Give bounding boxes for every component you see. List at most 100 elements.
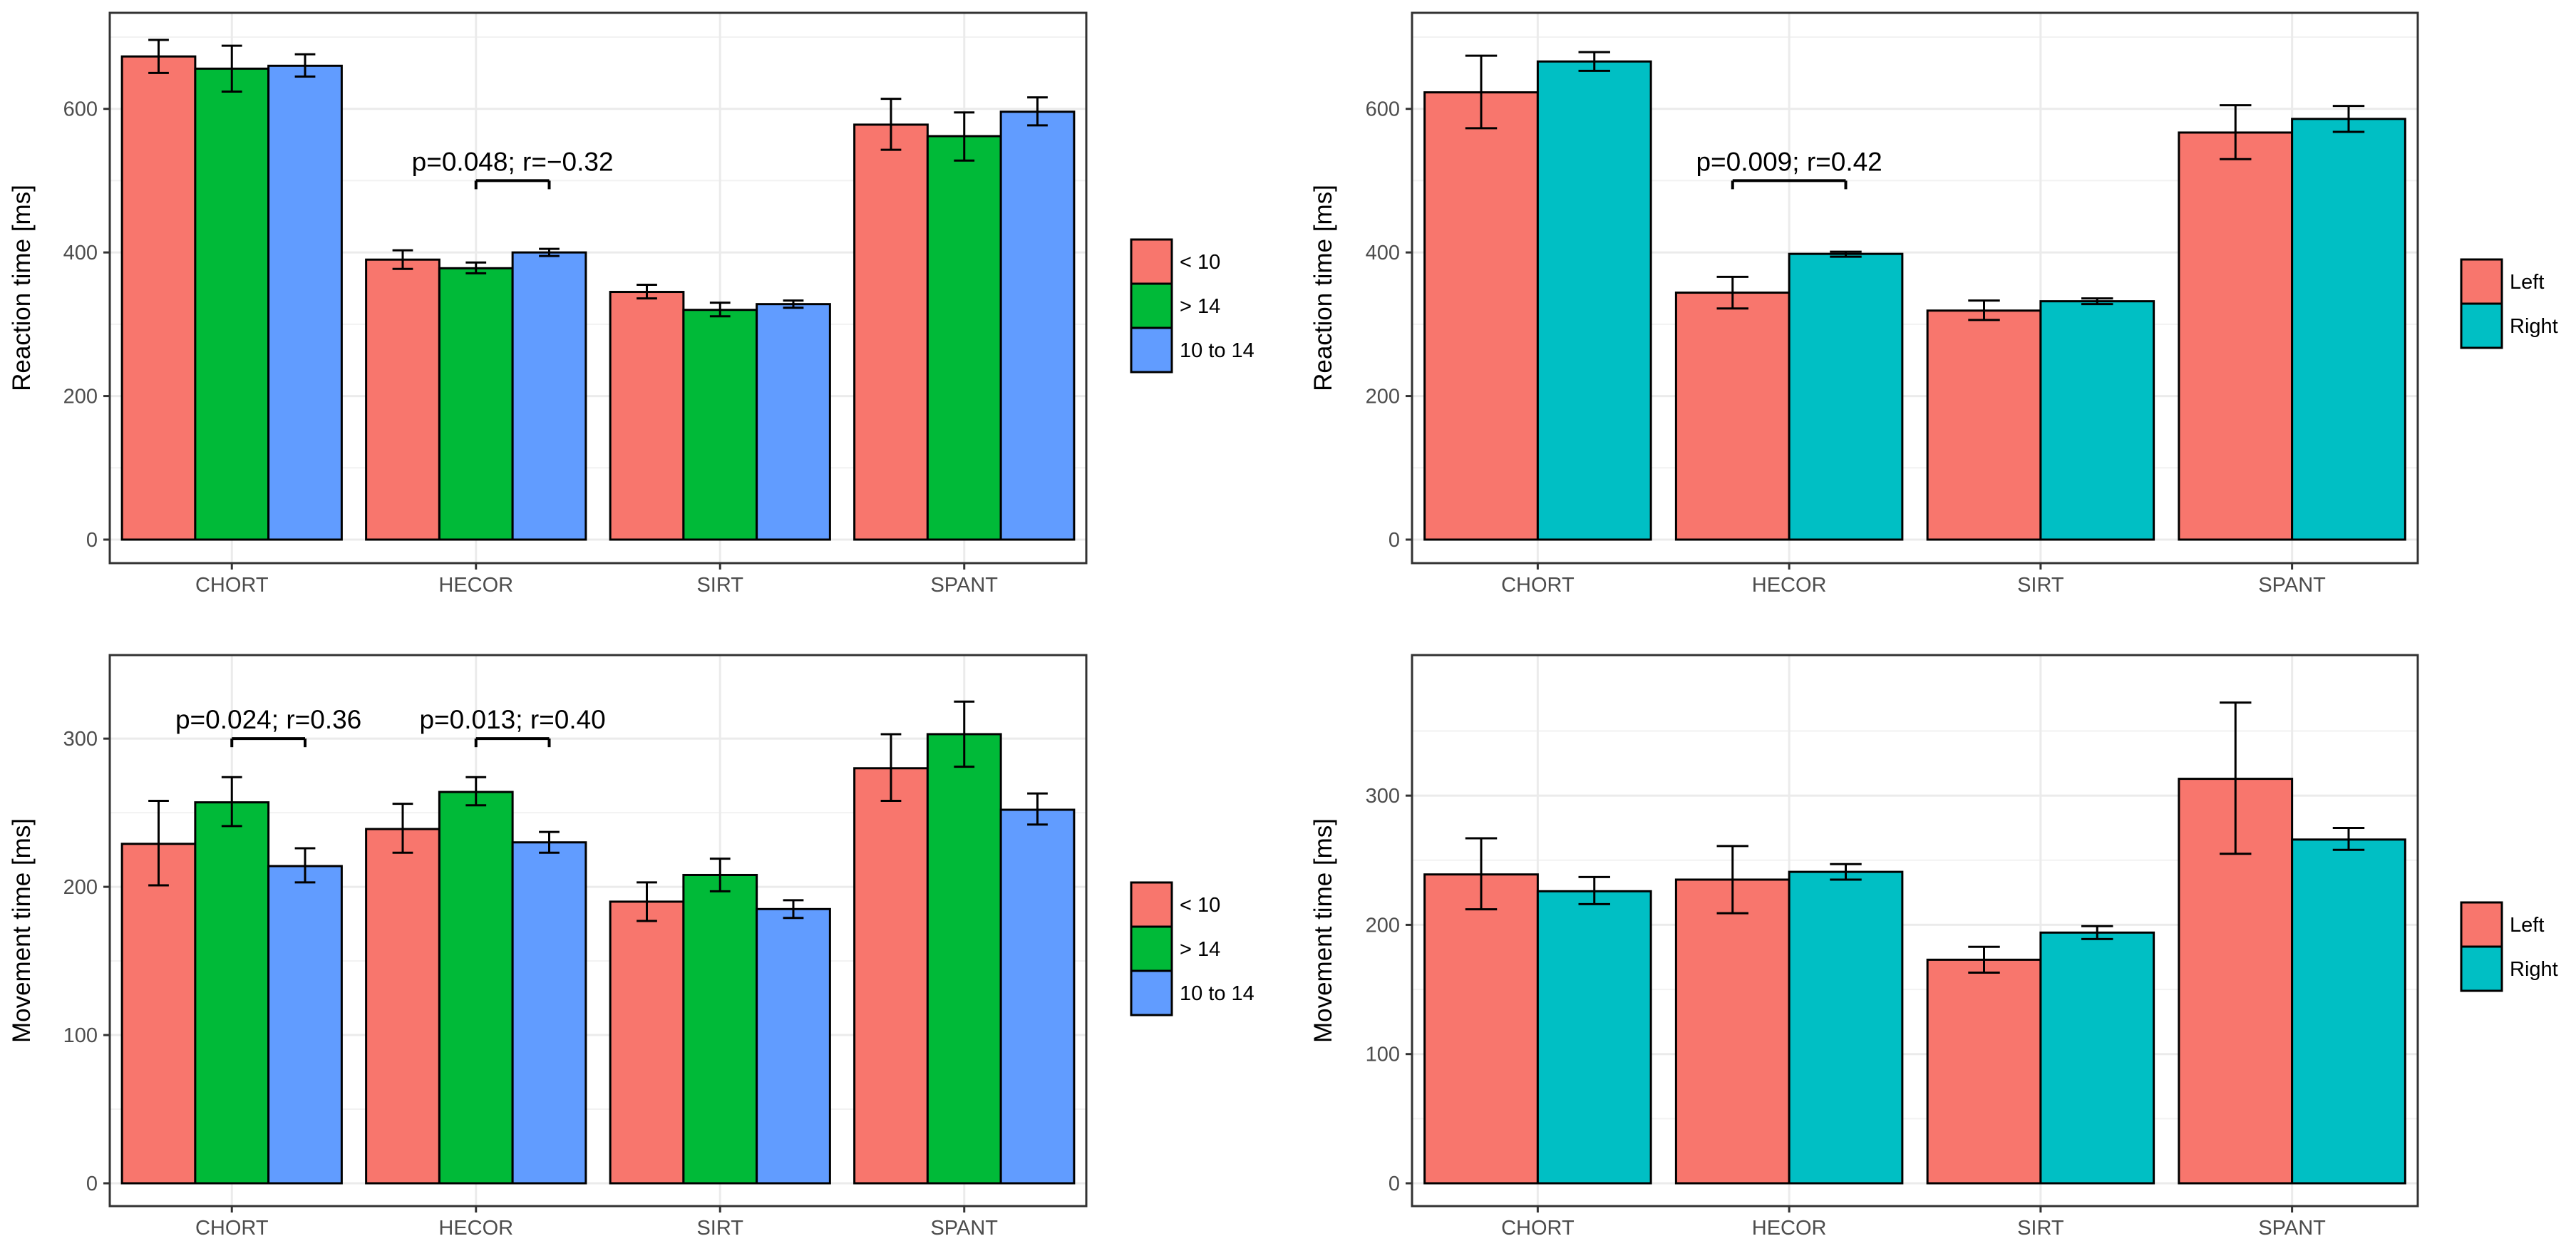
error-bar-chort-10-to-14: [294, 847, 316, 884]
annotation-label: p=0.024; r=0.36: [175, 705, 361, 734]
legend-key-left: [2460, 901, 2503, 948]
bar-sirt-14: [682, 309, 758, 541]
error-bar-sirt-left: [1968, 945, 2000, 974]
bar-hecor-right: [1788, 870, 1904, 1185]
error-bar-sirt-right: [2081, 297, 2113, 306]
bar-chort-14: [194, 801, 270, 1185]
y-tick-label: 600: [63, 98, 98, 121]
bar-chort-14: [194, 67, 270, 541]
legend-key-10-to-14: [1130, 326, 1173, 374]
y-tick-label: 0: [86, 1173, 98, 1195]
x-tick-label-sirt: SIRT: [696, 1217, 743, 1240]
error-bar-chort-10: [148, 38, 169, 74]
error-bar-sirt-10: [637, 283, 657, 300]
x-tick-label-chort: CHORT: [195, 1217, 269, 1240]
legend: < 10 > 14 10 to 14: [1130, 238, 1254, 374]
legend-key-right: [2460, 945, 2503, 992]
legend-label-10: < 10: [1180, 894, 1220, 917]
error-bar-chort-10-to-14: [294, 53, 316, 78]
chart-rt-hand: p=0.009; r=0.42 0 200 400 600 CHORT HECOR SIRT S…: [1309, 11, 2558, 597]
annotation-label: p=0.009; r=0.42: [1696, 147, 1882, 176]
bar-hecor-left: [1674, 878, 1791, 1185]
error-bar-chort-right: [1578, 875, 1610, 905]
bar-spant-10: [853, 767, 929, 1185]
panel-border: [108, 11, 1088, 565]
chart-rt-age: p=0.048; r=−0.32 0 200 400 600 CHORT HECOR SIRT…: [8, 11, 1254, 597]
y-tick-label: 200: [1366, 914, 1400, 937]
bar-sirt-10-to-14: [756, 303, 831, 541]
y-tick-label: 300: [1366, 785, 1400, 808]
annotation-label: p=0.048; r=−0.32: [412, 147, 614, 176]
bar-spant-10-to-14: [999, 110, 1076, 541]
error-bar-spant-14: [954, 700, 975, 768]
error-bar-spant-10: [880, 733, 902, 803]
y-axis-title: Movement time [ms]: [8, 818, 36, 1043]
x-tick-label-hecor: HECOR: [1752, 1217, 1827, 1240]
error-bar-hecor-10-to-14: [539, 830, 560, 854]
bar-spant-right: [2291, 118, 2406, 541]
error-bar-sirt-14: [709, 302, 731, 318]
y-axis-title: Reaction time [ms]: [8, 185, 36, 391]
error-bar-spant-right: [2332, 826, 2365, 851]
y-axis-title: Movement time [ms]: [1309, 818, 1337, 1043]
x-tick-label-spant: SPANT: [930, 1217, 998, 1240]
error-bar-spant-right: [2332, 105, 2365, 133]
bar-hecor-10: [365, 828, 441, 1185]
error-bar-spant-left: [2220, 701, 2252, 855]
legend-label-left: Left: [2510, 271, 2544, 294]
y-tick-label: 200: [63, 876, 98, 899]
error-bar-sirt-14: [709, 858, 731, 892]
x-tick-label-sirt: SIRT: [2017, 1217, 2064, 1240]
x-tick-label-spant: SPANT: [930, 574, 998, 597]
bar-hecor-left: [1674, 292, 1791, 541]
error-bar-sirt-10-to-14: [783, 299, 804, 309]
y-axis-title: Reaction time [ms]: [1309, 185, 1337, 391]
bar-chort-right: [1536, 890, 1652, 1185]
x-tick-label-chort: CHORT: [195, 574, 269, 597]
bar-hecor-14: [438, 267, 514, 541]
error-bar-spant-14: [954, 111, 975, 162]
panel-border: [1411, 654, 2419, 1208]
legend-label-10-to-14: 10 to 14: [1180, 339, 1254, 362]
bar-sirt-left: [1926, 309, 2042, 541]
bar-sirt-right: [2039, 300, 2155, 541]
error-bar-chort-14: [221, 44, 242, 93]
y-tick-label: 300: [63, 728, 98, 751]
bar-spant-10: [853, 123, 929, 541]
legend-key-10: [1130, 881, 1173, 928]
x-tick-label-chort: CHORT: [1501, 1217, 1575, 1240]
legend-label-right: Right: [2510, 958, 2558, 981]
chart-mt-age: p=0.024; r=0.36 p=0.013; r=0.40 0 100 200 300…: [8, 654, 1254, 1240]
y-tick-label: 0: [1389, 1173, 1400, 1195]
x-tick-label-sirt: SIRT: [696, 574, 743, 597]
error-bar-sirt-right: [2081, 925, 2113, 940]
error-bar-chort-left: [1465, 54, 1498, 130]
legend: Left Right: [2460, 901, 2558, 992]
error-bar-hecor-10: [392, 803, 413, 854]
y-tick-label: 200: [63, 386, 98, 408]
x-tick-label-spant: SPANT: [2258, 574, 2326, 597]
significance-bracket: [474, 179, 551, 190]
error-bar-chort-10: [148, 800, 169, 887]
error-bar-hecor-14: [465, 776, 487, 807]
error-bar-hecor-14: [465, 261, 487, 274]
bar-sirt-right: [2039, 931, 2155, 1185]
error-bar-hecor-10: [392, 249, 413, 270]
bar-spant-14: [926, 135, 1002, 541]
y-tick-label: 0: [86, 529, 98, 552]
error-bar-sirt-left: [1968, 299, 2000, 321]
bar-sirt-left: [1926, 958, 2042, 1185]
bar-sirt-10: [609, 291, 685, 541]
legend: < 10 > 14 10 to 14: [1130, 881, 1254, 1016]
y-tick-label: 100: [63, 1024, 98, 1047]
panel-border: [1411, 11, 2419, 565]
x-tick-label-hecor: HECOR: [1752, 574, 1827, 597]
bar-sirt-10: [609, 900, 685, 1185]
error-bar-sirt-10: [637, 881, 657, 922]
legend: Left Right: [2460, 258, 2558, 349]
legend-key-14: [1130, 925, 1173, 972]
bar-chort-10-to-14: [267, 64, 343, 541]
x-tick-label-sirt: SIRT: [2017, 574, 2064, 597]
x-tick-label-chort: CHORT: [1501, 574, 1575, 597]
